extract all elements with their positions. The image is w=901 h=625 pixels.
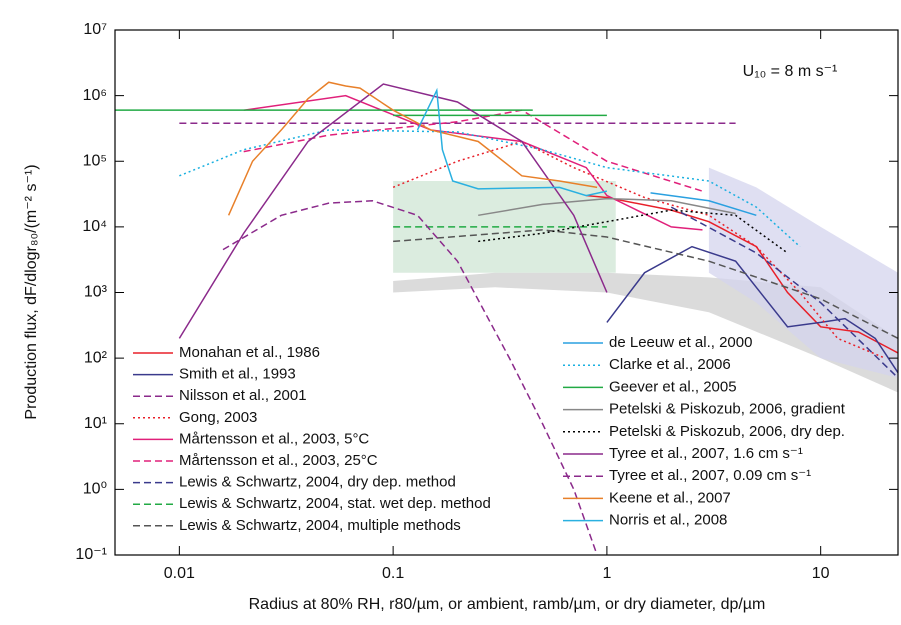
x-tick-label: 10: [812, 565, 830, 582]
y-tick-label: 10²: [84, 349, 108, 366]
legend-label: Lewis & Schwartz, 2004, dry dep. method: [179, 474, 456, 491]
series-line: [670, 206, 898, 379]
series-line: [392, 140, 886, 359]
series-line: [178, 83, 608, 339]
legend-label: Petelski & Piskozub, 2006, dry dep.: [609, 423, 845, 440]
y-tick-label: 10⁰: [83, 481, 107, 498]
legend-label: Clarke et al., 2006: [609, 356, 731, 373]
series-line: [416, 87, 608, 197]
legend-label: Smith et al., 1993: [179, 366, 296, 383]
legend-label: Mårtensson et al., 2003, 25°C: [179, 452, 378, 469]
legend-label: Norris et al., 2008: [609, 512, 727, 529]
y-tick-label: 10⁴: [82, 218, 107, 235]
plot-area: [115, 81, 898, 555]
legend-label: Keene et al., 2007: [609, 489, 731, 506]
y-tick-label: 10³: [84, 284, 108, 301]
legend-label: Lewis & Schwartz, 2004, stat. wet dep. m…: [179, 495, 491, 512]
x-tick-label: 1: [602, 565, 611, 582]
legend-label: Petelski & Piskozub, 2006, gradient: [609, 401, 846, 418]
annotation: U₁₀ = 8 m s⁻¹: [743, 63, 838, 80]
series-line: [393, 229, 898, 340]
legend-label: Tyree et al., 2007, 1.6 cm s⁻¹: [609, 445, 803, 462]
range-band: [708, 167, 898, 378]
legend-label: de Leeuw et al., 2000: [609, 334, 752, 351]
x-axis-label: Radius at 80% RH, r80/µm, or ambient, ra…: [249, 596, 766, 613]
legend-label: Tyree et al., 2007, 0.09 cm s⁻¹: [609, 467, 811, 484]
y-tick-label: 10⁵: [83, 152, 107, 169]
legend-label: Lewis & Schwartz, 2004, multiple methods: [179, 517, 461, 534]
series-line: [650, 192, 757, 217]
series-line: [115, 109, 607, 117]
series-line: [478, 209, 788, 254]
series-line: [478, 197, 736, 217]
series-line: [222, 200, 598, 555]
legend-label: Nilsson et al., 2001: [179, 387, 307, 404]
legend-label: Gong, 2003: [179, 409, 257, 426]
y-tick-label: 10⁷: [83, 21, 107, 38]
series-line: [243, 109, 703, 192]
series-line: [227, 81, 598, 216]
legend-label: Monahan et al., 1986: [179, 344, 320, 361]
y-tick-label: 10⁶: [83, 87, 107, 104]
y-tick-label: 10¹: [84, 415, 107, 432]
legend-label: Geever et al., 2005: [609, 378, 737, 395]
series-line: [606, 245, 898, 374]
y-axis-label: Production flux, dF/dlogr₈₀/(m⁻² s⁻¹): [23, 164, 40, 419]
x-tick-label: 0.01: [164, 565, 195, 582]
legend-label: Mårtensson et al., 2003, 5°C: [179, 430, 369, 447]
y-tick-label: 10⁻¹: [75, 546, 107, 563]
x-tick-label: 0.1: [382, 565, 404, 582]
